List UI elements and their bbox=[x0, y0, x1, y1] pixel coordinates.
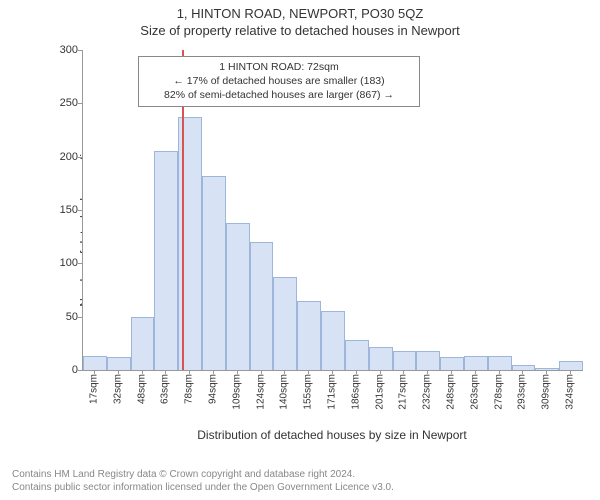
plot-area: 1 HINTON ROAD: 72sqm ← 17% of detached h… bbox=[82, 50, 583, 371]
bar bbox=[154, 151, 178, 370]
x-axis-label: Distribution of detached houses by size … bbox=[82, 428, 582, 442]
y-tick-mark bbox=[78, 263, 82, 264]
subtitle: Size of property relative to detached ho… bbox=[0, 21, 600, 38]
x-tick-label: 109sqm bbox=[231, 374, 242, 410]
x-tick-mark bbox=[522, 370, 523, 374]
y-tick-mark bbox=[78, 210, 82, 211]
x-tick-mark bbox=[165, 370, 166, 374]
x-tick-mark bbox=[451, 370, 452, 374]
bar bbox=[297, 301, 321, 370]
x-tick-mark bbox=[499, 370, 500, 374]
x-tick-mark bbox=[403, 370, 404, 374]
y-tick-label: 100 bbox=[48, 257, 78, 269]
y-tick-label: 50 bbox=[48, 311, 78, 323]
x-tick-mark bbox=[475, 370, 476, 374]
bar bbox=[83, 356, 107, 370]
footer: Contains HM Land Registry data © Crown c… bbox=[12, 468, 394, 494]
x-tick-label: 263sqm bbox=[469, 374, 480, 410]
x-tick-label: 94sqm bbox=[207, 374, 218, 404]
bar bbox=[226, 223, 250, 370]
x-tick-label: 124sqm bbox=[255, 374, 266, 410]
y-tick-label: 0 bbox=[48, 364, 78, 376]
x-tick-mark bbox=[261, 370, 262, 374]
annotation-line-3: 82% of semi-detached houses are larger (… bbox=[145, 88, 413, 102]
annotation-box: 1 HINTON ROAD: 72sqm ← 17% of detached h… bbox=[138, 56, 420, 107]
y-tick-mark bbox=[78, 157, 82, 158]
x-tick-label: 217sqm bbox=[398, 374, 409, 410]
footer-line-1: Contains HM Land Registry data © Crown c… bbox=[12, 468, 394, 481]
bar bbox=[416, 351, 440, 370]
x-tick-mark bbox=[308, 370, 309, 374]
bar bbox=[488, 356, 512, 370]
x-tick-label: 309sqm bbox=[541, 374, 552, 410]
y-tick-mark bbox=[78, 317, 82, 318]
annotation-line-2: ← 17% of detached houses are smaller (18… bbox=[145, 74, 413, 88]
x-tick-label: 48sqm bbox=[136, 374, 147, 404]
x-tick-label: 201sqm bbox=[374, 374, 385, 410]
bar bbox=[250, 242, 274, 370]
bar bbox=[464, 356, 488, 370]
x-tick-mark bbox=[142, 370, 143, 374]
chart: Number of detached properties 1 HINTON R… bbox=[52, 50, 582, 398]
x-tick-mark bbox=[427, 370, 428, 374]
bar bbox=[107, 357, 131, 370]
bar bbox=[273, 277, 297, 370]
y-tick-label: 150 bbox=[48, 204, 78, 216]
x-tick-mark bbox=[118, 370, 119, 374]
y-tick-label: 200 bbox=[48, 151, 78, 163]
x-tick-label: 278sqm bbox=[493, 374, 504, 410]
x-tick-label: 32sqm bbox=[112, 374, 123, 404]
bar bbox=[321, 311, 345, 370]
x-tick-label: 186sqm bbox=[350, 374, 361, 410]
y-tick-mark bbox=[78, 103, 82, 104]
bar bbox=[131, 317, 155, 370]
x-tick-mark bbox=[237, 370, 238, 374]
x-tick-mark bbox=[546, 370, 547, 374]
bar bbox=[202, 176, 226, 370]
x-tick-label: 171sqm bbox=[327, 374, 338, 410]
y-tick-label: 250 bbox=[48, 97, 78, 109]
x-tick-mark bbox=[380, 370, 381, 374]
x-tick-label: 155sqm bbox=[303, 374, 314, 410]
figure-container: 1, HINTON ROAD, NEWPORT, PO30 5QZ Size o… bbox=[0, 0, 600, 500]
x-tick-mark bbox=[356, 370, 357, 374]
x-tick-label: 63sqm bbox=[160, 374, 171, 404]
x-tick-mark bbox=[94, 370, 95, 374]
x-tick-mark bbox=[570, 370, 571, 374]
x-tick-mark bbox=[332, 370, 333, 374]
bar bbox=[440, 357, 464, 370]
x-tick-mark bbox=[189, 370, 190, 374]
annotation-line-1: 1 HINTON ROAD: 72sqm bbox=[145, 60, 413, 74]
x-tick-label: 78sqm bbox=[184, 374, 195, 404]
x-tick-label: 140sqm bbox=[279, 374, 290, 410]
bar bbox=[559, 361, 583, 370]
address-title: 1, HINTON ROAD, NEWPORT, PO30 5QZ bbox=[0, 0, 600, 21]
x-tick-label: 232sqm bbox=[422, 374, 433, 410]
bar bbox=[369, 347, 393, 370]
x-tick-mark bbox=[213, 370, 214, 374]
bar bbox=[393, 351, 417, 370]
y-tick-mark bbox=[78, 50, 82, 51]
x-tick-label: 324sqm bbox=[565, 374, 576, 410]
bar bbox=[345, 340, 369, 370]
x-tick-label: 248sqm bbox=[446, 374, 457, 410]
footer-line-2: Contains public sector information licen… bbox=[12, 481, 394, 494]
x-tick-label: 17sqm bbox=[88, 374, 99, 404]
y-tick-label: 300 bbox=[48, 44, 78, 56]
x-tick-mark bbox=[284, 370, 285, 374]
x-tick-label: 293sqm bbox=[517, 374, 528, 410]
y-tick-mark bbox=[78, 370, 82, 371]
